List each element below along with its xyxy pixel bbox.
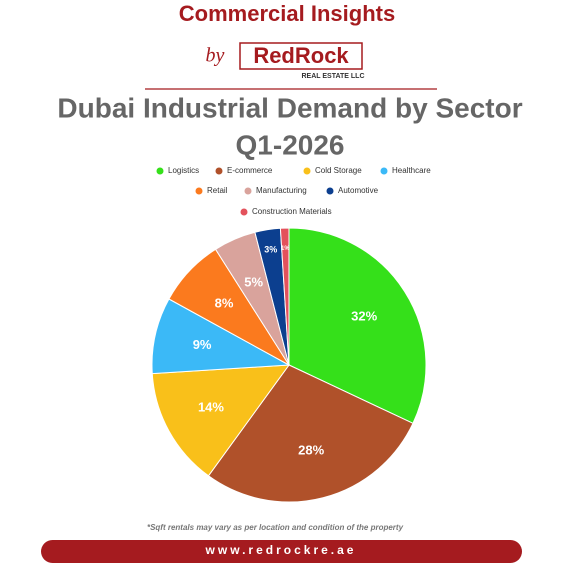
legend-swatch (303, 167, 311, 175)
legend-swatch (326, 187, 334, 195)
pie-slice (279, 227, 290, 366)
data-label: 1% (281, 246, 290, 252)
legend-label: Cold Storage (315, 166, 362, 175)
legend-label: Logistics (168, 166, 199, 175)
chart-title: Dubai Industrial Demand by Sector (57, 92, 522, 123)
heading: Commercial Insights (179, 1, 395, 26)
legend-label: Manufacturing (256, 186, 307, 195)
pie: 32% 28% 14% 9% 8% 5% 3% 1% (151, 227, 427, 503)
legend-swatch (244, 187, 252, 195)
pie-slice (288, 227, 427, 424)
legend: Logistics E-commerce Cold Storage Healthcar… (156, 166, 431, 216)
pie-slice (207, 364, 414, 503)
data-label: 32% (351, 309, 377, 324)
logo: RedRock (253, 43, 349, 68)
chart-subtitle: Q1-2026 (236, 129, 345, 160)
data-label: 9% (193, 337, 212, 352)
data-label: 14% (198, 399, 224, 414)
legend-swatch (195, 187, 203, 195)
data-label: 3% (264, 244, 277, 254)
footnote: *Sqft rentals may vary as per location a… (147, 523, 404, 532)
data-label: 28% (298, 443, 324, 458)
pie-slice (151, 364, 291, 477)
legend-swatch (380, 167, 388, 175)
legend-label: Retail (207, 186, 228, 195)
legend-label: Construction Materials (252, 207, 332, 216)
data-label: 8% (215, 295, 234, 310)
legend-label: Automotive (338, 186, 379, 195)
legend-label: Healthcare (392, 166, 431, 175)
logo-frame (239, 42, 363, 70)
legend-swatch (156, 167, 164, 175)
data-label: 5% (244, 275, 263, 290)
legend-swatch (215, 167, 223, 175)
website-bar (41, 540, 522, 563)
website[interactable]: www.redrockre.ae (205, 543, 357, 557)
legend-swatch (240, 208, 248, 216)
by-text: by (206, 45, 225, 67)
logo-sub: REAL ESTATE LLC (302, 73, 365, 80)
legend-label: E-commerce (227, 166, 273, 175)
